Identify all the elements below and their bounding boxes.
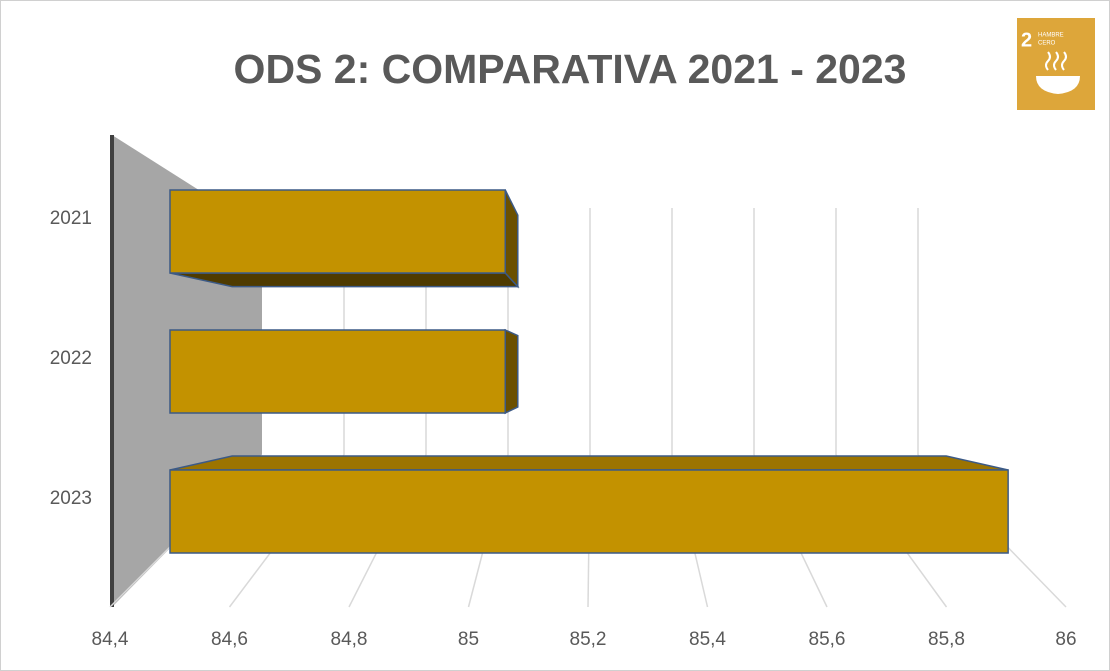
bar [169, 189, 506, 274]
bar [169, 329, 506, 414]
bar-top [169, 455, 1009, 471]
bar [169, 469, 1009, 554]
x-tick-label: 86 [1055, 629, 1076, 650]
x-tick-label: 84,6 [211, 629, 248, 650]
bar-side [504, 328, 519, 415]
badge-label: CERO [1038, 41, 1056, 47]
y-tick-label: 2021 [50, 208, 92, 229]
x-tick-label: 85,2 [570, 629, 607, 650]
bar-bottom [169, 272, 520, 288]
badge-label: HAMBRE [1038, 33, 1064, 39]
x-tick-label: 85,6 [809, 629, 846, 650]
x-tick-label: 85,4 [689, 629, 726, 650]
x-tick-label: 85,8 [928, 629, 965, 650]
x-tick-label: 84,8 [331, 629, 368, 650]
badge-bowl [1036, 76, 1080, 94]
badge-number: 2 [1021, 29, 1032, 51]
badge-background [1017, 18, 1095, 110]
badge-steam [1045, 51, 1067, 71]
x-tick-label: 84,4 [92, 629, 129, 650]
chart-title: ODS 2: COMPARATIVA 2021 - 2023 [234, 46, 907, 92]
x-tick-label: 85 [458, 629, 479, 650]
y-tick-label: 2023 [50, 488, 92, 509]
badge: 2 HAMBRE CERO [1017, 18, 1095, 110]
y-tick-label: 2022 [50, 348, 92, 369]
